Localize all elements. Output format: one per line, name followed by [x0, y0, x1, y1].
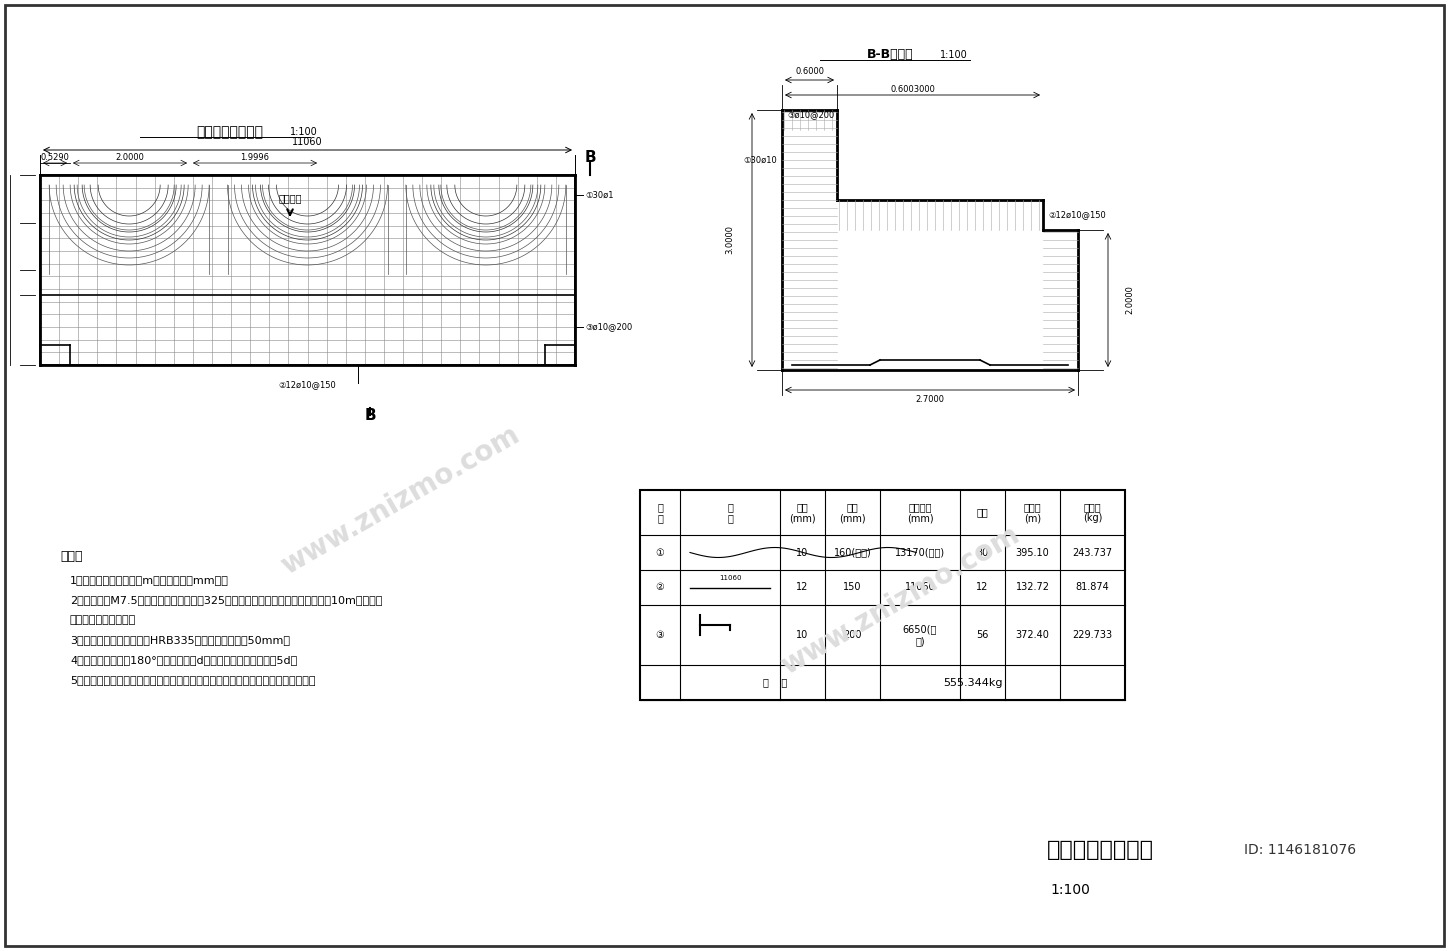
Text: ③: ③ [655, 630, 665, 640]
Text: 81.874: 81.874 [1075, 583, 1110, 592]
Text: 1、图中尺寸单位高程以m计，其余均以mm计；: 1、图中尺寸单位高程以m计，其余均以mm计； [70, 575, 229, 585]
Text: 0.6000: 0.6000 [796, 68, 824, 76]
Text: ①: ① [655, 548, 665, 557]
Text: 单根长度
(mm): 单根长度 (mm) [907, 502, 933, 523]
Text: 11060: 11060 [719, 574, 742, 580]
Text: ③ø10@200: ③ø10@200 [787, 110, 835, 120]
Text: 拦水坎配筋平面图: 拦水坎配筋平面图 [197, 125, 264, 139]
Text: 拦水坎配筋设计图: 拦水坎配筋设计图 [1046, 840, 1153, 860]
Text: 200: 200 [843, 630, 862, 640]
Text: 2、拦水坎体M7.5浆砌石砌筑，表层采用325钢筋混凝土浇筑，坎体顺水流方向每10m分缝，采: 2、拦水坎体M7.5浆砌石砌筑，表层采用325钢筋混凝土浇筑，坎体顺水流方向每1… [70, 595, 383, 605]
Text: 5、本图为拦水坎标准断面配筋图，施工钢筋长度、数量可根据实际情况进行调整。: 5、本图为拦水坎标准断面配筋图，施工钢筋长度、数量可根据实际情况进行调整。 [70, 675, 316, 685]
Text: 1:100: 1:100 [940, 50, 968, 60]
Text: 30: 30 [977, 548, 988, 557]
Text: 150: 150 [843, 583, 862, 592]
Text: ①30ø1: ①30ø1 [585, 190, 613, 200]
Text: B: B [584, 150, 596, 165]
Text: 11060: 11060 [904, 583, 935, 592]
Text: 根数: 根数 [977, 508, 988, 517]
Text: 229.733: 229.733 [1072, 630, 1113, 640]
Text: 243.737: 243.737 [1072, 548, 1113, 557]
Text: ②12ø10@150: ②12ø10@150 [1048, 210, 1106, 220]
Bar [41, 175, 575, 365]
Text: 直径
(mm): 直径 (mm) [790, 502, 816, 523]
Text: 编
号: 编 号 [656, 502, 664, 523]
Text: 总长度
(m): 总长度 (m) [1023, 502, 1042, 523]
Text: 2.7000: 2.7000 [916, 396, 945, 404]
Text: 合    计: 合 计 [762, 677, 787, 688]
Text: 10: 10 [797, 548, 809, 557]
Text: 555.344kg: 555.344kg [943, 677, 1003, 688]
Text: 56: 56 [977, 630, 988, 640]
Text: 说明：: 说明： [59, 550, 83, 563]
Text: 总重量
(kg): 总重量 (kg) [1082, 502, 1103, 523]
Text: 1.9996: 1.9996 [241, 152, 270, 162]
Text: 11060: 11060 [293, 137, 323, 147]
Text: 1:100: 1:100 [290, 127, 317, 137]
Text: 水流方向: 水流方向 [278, 193, 301, 203]
Text: ID: 1146181076: ID: 1146181076 [1243, 843, 1356, 857]
Text: 13170(平均): 13170(平均) [895, 548, 945, 557]
Text: ②12ø10@150: ②12ø10@150 [278, 380, 336, 390]
Text: 间距
(mm): 间距 (mm) [839, 502, 867, 523]
Text: 3、本次拦水坎钢筋均采用HRB335，保护层厚度均为50mm；: 3、本次拦水坎钢筋均采用HRB335，保护层厚度均为50mm； [70, 635, 290, 645]
Text: B: B [364, 407, 375, 422]
Text: ①30ø10: ①30ø10 [743, 156, 777, 165]
Text: 1:100: 1:100 [1051, 883, 1090, 897]
Text: 2.0000: 2.0000 [1126, 285, 1135, 315]
Text: 12: 12 [797, 583, 809, 592]
Text: www.znizmo.com: www.znizmo.com [775, 520, 1024, 680]
Text: 2.0000: 2.0000 [116, 152, 145, 162]
Text: ②: ② [655, 583, 665, 592]
Text: 0.5290: 0.5290 [41, 152, 70, 162]
Text: 372.40: 372.40 [1016, 630, 1049, 640]
Text: 用聚氯乙烯胶泥填缝；: 用聚氯乙烯胶泥填缝； [70, 615, 136, 625]
Text: 12: 12 [977, 583, 988, 592]
Text: 6650(平
均): 6650(平 均) [903, 624, 938, 646]
Text: B-B剖面图: B-B剖面图 [867, 49, 913, 62]
Bar [640, 490, 1124, 700]
Text: 3.0000: 3.0000 [726, 225, 735, 255]
Text: 160(平均): 160(平均) [833, 548, 871, 557]
Text: 0.6003000: 0.6003000 [890, 85, 935, 93]
Text: ③ø10@200: ③ø10@200 [585, 322, 632, 332]
Text: 395.10: 395.10 [1016, 548, 1049, 557]
Text: 10: 10 [797, 630, 809, 640]
Text: 132.72: 132.72 [1016, 583, 1049, 592]
Text: 形
式: 形 式 [727, 502, 733, 523]
Text: www.znizmo.com: www.znizmo.com [275, 420, 525, 580]
Text: 4、对于弯钩，弯钩180°，弯钩直径为d，弯钩延接直线段长度为5d；: 4、对于弯钩，弯钩180°，弯钩直径为d，弯钩延接直线段长度为5d； [70, 655, 297, 665]
